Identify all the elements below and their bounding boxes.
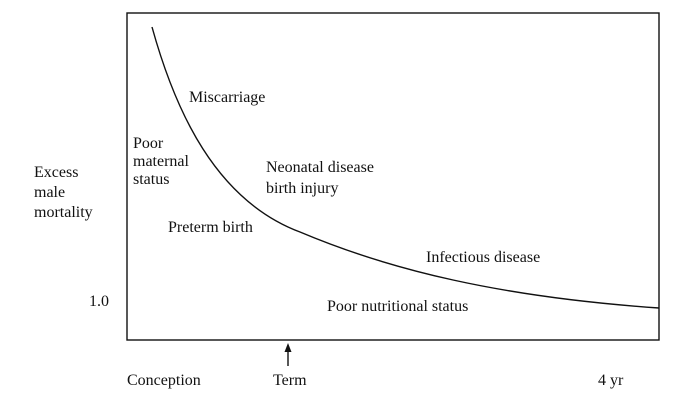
annotation-poor-nutritional-status: Poor nutritional status <box>327 298 468 315</box>
annotation-preterm-birth: Preterm birth <box>168 219 253 236</box>
y-axis-label-line-1: Excess <box>34 164 78 181</box>
excess-mortality-curve <box>151 26 660 309</box>
annotation-poor-maternal-status: Poor maternal status <box>133 135 193 188</box>
x-tick-conception: Conception <box>127 372 201 389</box>
annotation-miscarriage: Miscarriage <box>189 89 265 106</box>
x-tick-4yr: 4 yr <box>598 372 624 389</box>
y-axis-label-line-3: mortality <box>34 204 93 221</box>
annotation-neonatal-disease: Neonatal disease birth injury <box>266 159 378 197</box>
term-arrow-icon <box>284 343 292 366</box>
y-tick-1-0: 1.0 <box>89 293 109 310</box>
annotation-infectious-disease: Infectious disease <box>426 249 540 266</box>
plot-frame <box>126 12 660 341</box>
y-axis-label-line-2: male <box>34 184 65 201</box>
y-axis-label: Excess male mortality <box>34 164 93 221</box>
x-tick-term: Term <box>273 372 307 389</box>
